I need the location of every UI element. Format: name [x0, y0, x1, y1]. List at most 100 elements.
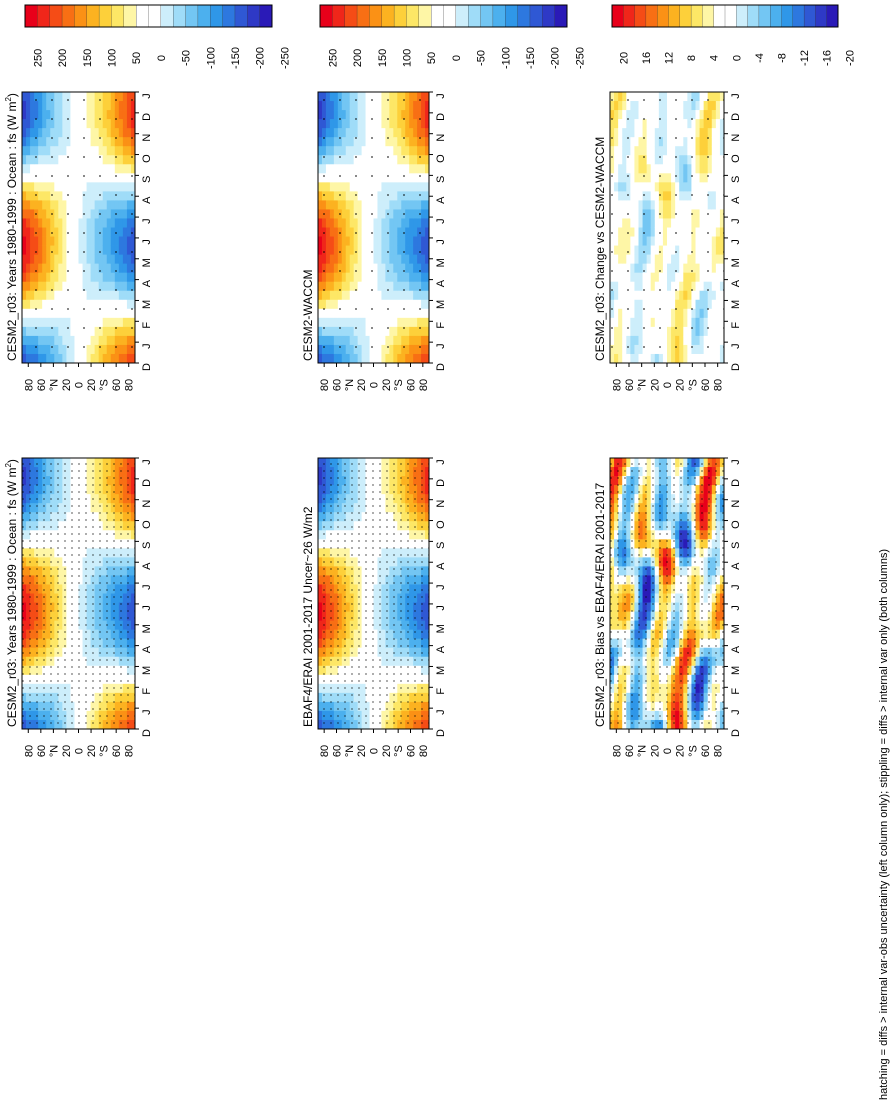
stippling-overlay: [610, 458, 724, 729]
colorbar-label: 50: [131, 52, 143, 64]
month-tick-label: J: [435, 605, 447, 611]
colorbar-label: -200: [255, 47, 267, 69]
stippling-overlay: [318, 458, 429, 729]
month-tick-label: D: [435, 479, 447, 487]
month-tick-label: J: [435, 93, 447, 99]
panel-title: CESM2_r03: Bias vs EBAF4/ERAI 2001-2017: [593, 483, 607, 727]
colorbar-swatch: [431, 5, 444, 27]
month-tick-label: J: [435, 239, 447, 245]
colorbar-label: -150: [230, 47, 242, 69]
colorbar-swatch: [357, 5, 370, 27]
colorbar-swatch: [37, 5, 50, 27]
colorbar-swatch: [505, 5, 518, 27]
month-tick-label: O: [435, 154, 447, 163]
colorbar-swatch: [235, 5, 248, 27]
month-tick-label: J: [435, 459, 447, 465]
latitude-tick-label: 20: [356, 745, 368, 757]
month-tick-label: D: [141, 113, 153, 121]
month-tick-label: A: [730, 645, 742, 653]
colorbar-swatch: [518, 5, 531, 27]
colorbar-swatch: [50, 5, 63, 27]
latitude-tick-label: 80: [23, 745, 35, 757]
latitude-tick-label: 0: [74, 382, 86, 388]
latitude-tick-label: °N: [48, 745, 60, 757]
colorbar-swatch: [99, 5, 112, 27]
month-tick-label: M: [141, 624, 153, 633]
colorbar-swatch: [406, 5, 419, 27]
month-tick-label: D: [435, 363, 447, 371]
latitude-tick-label: 80: [124, 379, 136, 391]
colorbar-swatch: [173, 5, 186, 27]
stippling-overlay: [22, 458, 135, 729]
colorbar-swatch: [136, 5, 149, 27]
month-tick-label: M: [435, 300, 447, 309]
panel-model-annual-cycle-left: CESM2_r03: Years 1980-1999 : Ocean : fs …: [4, 458, 153, 757]
panel-title: EBAF4/ERAI 2001-2017 Uncer~26 W/m2: [301, 506, 315, 727]
month-tick-label: O: [435, 520, 447, 529]
colorbar-swatch: [419, 5, 432, 27]
latitude-tick-label: °S: [99, 379, 111, 391]
colorbar-swatch: [456, 5, 469, 27]
month-tick-label: M: [141, 258, 153, 267]
month-tick-label: S: [141, 176, 153, 183]
month-tick-label: J: [730, 459, 742, 465]
colorbar-label: -100: [205, 47, 217, 69]
colorbar-swatch: [332, 5, 345, 27]
latitude-tick-label: 20: [649, 745, 661, 757]
month-tick-label: A: [730, 562, 742, 570]
month-tick-label: J: [435, 709, 447, 715]
latitude-tick-label: 20: [61, 745, 73, 757]
month-tick-label: A: [435, 279, 447, 287]
month-tick-label: A: [141, 279, 153, 287]
month-tick-label: N: [141, 500, 153, 508]
month-tick-label: F: [435, 322, 447, 329]
latitude-tick-label: 60: [700, 745, 712, 757]
month-tick-label: S: [141, 542, 153, 549]
colorbar-swatch: [542, 5, 555, 27]
colorbar-swatch: [481, 5, 494, 27]
latitude-tick-label: 80: [611, 745, 623, 757]
latitude-tick-label: °S: [687, 745, 699, 757]
month-tick-label: J: [730, 584, 742, 590]
month-tick-label: D: [730, 479, 742, 487]
latitude-tick-label: 60: [36, 745, 48, 757]
figure-caption: hatching = diffs > internal var-obs unce…: [878, 549, 890, 1100]
latitude-tick-label: 0: [662, 748, 674, 754]
latitude-tick-label: 20: [86, 379, 98, 391]
month-tick-label: D: [141, 479, 153, 487]
month-tick-label: J: [141, 239, 153, 245]
latitude-tick-label: °N: [344, 379, 356, 391]
latitude-tick-label: °S: [393, 745, 405, 757]
colorbar-swatch: [210, 5, 223, 27]
latitude-tick-label: °N: [637, 745, 649, 757]
month-tick-label: M: [730, 624, 742, 633]
latitude-tick-label: °S: [99, 745, 111, 757]
colorbar-label: 50: [426, 52, 438, 64]
latitude-tick-label: 20: [61, 379, 73, 391]
colorbar-label: -50: [181, 50, 193, 66]
latitude-tick-label: 80: [124, 745, 136, 757]
colorbar-swatch: [493, 5, 506, 27]
colorbar-label: -250: [279, 47, 291, 69]
colorbar-label: -200: [550, 47, 562, 69]
latitude-tick-label: 60: [332, 379, 344, 391]
month-tick-label: N: [730, 500, 742, 508]
month-tick-label: F: [435, 688, 447, 695]
month-tick-label: F: [141, 688, 153, 695]
month-tick-label: J: [141, 605, 153, 611]
colorbar-label: 250: [327, 49, 339, 67]
month-tick-label: D: [435, 729, 447, 737]
month-tick-label: M: [435, 258, 447, 267]
month-tick-label: A: [141, 562, 153, 570]
colorbar-swatch: [530, 5, 543, 27]
month-tick-label: D: [730, 729, 742, 737]
latitude-tick-label: 60: [332, 745, 344, 757]
latitude-tick-label: °N: [344, 745, 356, 757]
colorbar-swatch: [223, 5, 236, 27]
month-tick-label: A: [435, 196, 447, 204]
colorbar-swatch: [161, 5, 174, 27]
colorbar-label: 100: [401, 49, 413, 67]
month-tick-label: S: [730, 542, 742, 549]
